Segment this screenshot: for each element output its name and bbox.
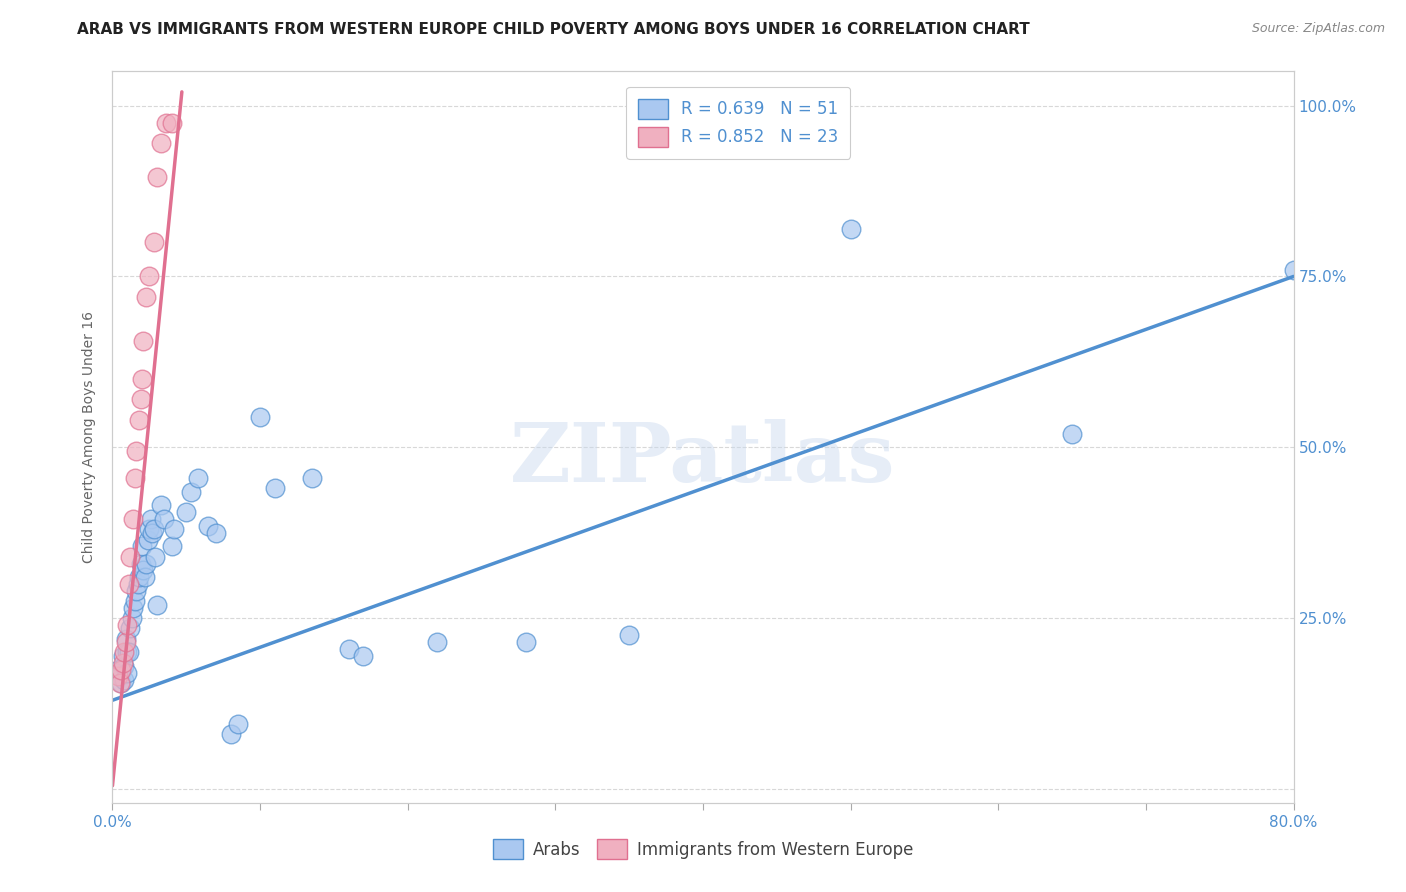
Point (131, 372, 153, 386)
Point (160, 115, 183, 129)
Point (125, 583, 148, 598)
Point (111, 656, 134, 670)
Point (124, 594, 146, 608)
Point (160, 540, 183, 554)
Point (117, 665, 138, 680)
Point (110, 663, 132, 677)
Point (110, 676, 132, 690)
Point (114, 632, 136, 646)
Point (131, 540, 153, 554)
Point (219, 727, 242, 741)
Point (226, 717, 249, 731)
Point (111, 648, 134, 663)
Point (839, 221, 862, 235)
Point (117, 618, 138, 632)
Point (337, 642, 360, 657)
Point (155, 115, 177, 129)
Point (114, 635, 136, 649)
Point (108, 676, 131, 690)
Point (352, 648, 374, 663)
Point (142, 522, 165, 536)
Point (138, 522, 160, 536)
Point (112, 673, 135, 687)
Point (249, 409, 271, 424)
Point (108, 669, 131, 683)
Point (134, 570, 156, 584)
Point (141, 525, 163, 540)
Text: ZIPatlas: ZIPatlas (510, 419, 896, 499)
Point (135, 557, 157, 571)
Point (143, 549, 166, 564)
Point (135, 290, 157, 304)
Point (125, 443, 148, 458)
Point (127, 577, 149, 591)
Point (112, 659, 135, 673)
Text: ARAB VS IMMIGRANTS FROM WESTERN EUROPE CHILD POVERTY AMONG BOYS UNDER 16 CORRELA: ARAB VS IMMIGRANTS FROM WESTERN EUROPE C… (77, 22, 1031, 37)
Point (301, 471, 323, 485)
Point (150, 499, 173, 513)
Point (107, 663, 129, 677)
Point (132, 334, 155, 349)
Legend: Arabs, Immigrants from Western Europe: Arabs, Immigrants from Western Europe (484, 830, 922, 868)
Point (205, 525, 228, 540)
Point (150, 136, 173, 150)
Point (138, 269, 160, 284)
Point (174, 505, 197, 519)
Point (118, 577, 141, 591)
Point (153, 512, 176, 526)
Point (107, 669, 129, 683)
Point (122, 512, 145, 526)
Point (139, 512, 162, 526)
Point (124, 471, 146, 485)
Point (180, 484, 202, 499)
Point (197, 519, 219, 533)
Point (122, 601, 145, 615)
Point (515, 635, 537, 649)
Point (619, 628, 641, 642)
Y-axis label: Child Poverty Among Boys Under 16: Child Poverty Among Boys Under 16 (82, 311, 96, 563)
Point (136, 533, 159, 547)
Point (120, 622, 142, 636)
Point (128, 413, 150, 427)
Point (118, 645, 141, 659)
Point (163, 522, 186, 536)
Point (146, 598, 169, 612)
Point (264, 481, 287, 495)
Point (117, 645, 138, 659)
Point (129, 392, 152, 407)
Point (1062, 426, 1084, 441)
Point (129, 557, 152, 571)
Point (128, 570, 150, 584)
Text: Source: ZipAtlas.com: Source: ZipAtlas.com (1251, 22, 1385, 36)
Point (426, 635, 449, 649)
Point (132, 563, 155, 577)
Point (120, 549, 142, 564)
Point (112, 645, 135, 659)
Point (142, 235, 165, 250)
Point (1282, 262, 1305, 277)
Point (121, 611, 143, 625)
Point (146, 170, 169, 185)
Point (187, 471, 209, 485)
